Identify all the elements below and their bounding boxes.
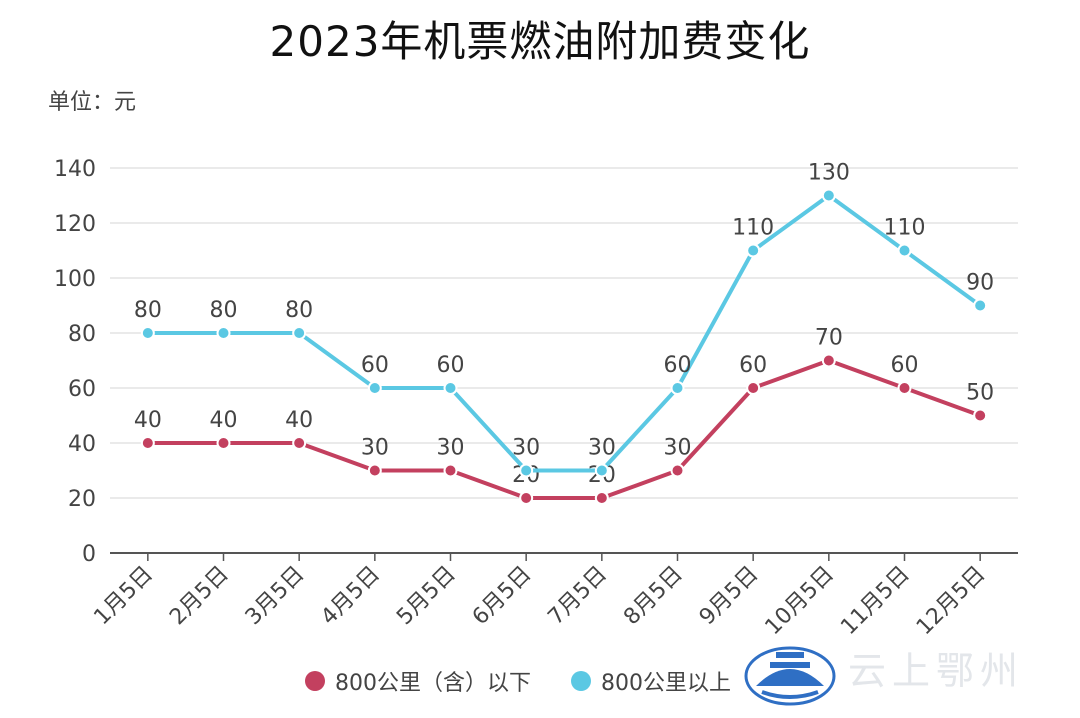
data-point-series-1 [443,463,458,478]
x-tick-label: 6月5日 [468,562,537,631]
data-point-series-2 [821,188,836,203]
data-label-series-1: 50 [966,381,994,406]
data-point-series-2 [443,381,458,395]
data-label-series-1: 30 [361,436,389,461]
data-label-series-2: 80 [134,298,162,323]
x-tick-label: 8月5日 [619,562,688,631]
y-tick-label: 100 [54,267,96,292]
series-line-2 [145,193,983,473]
data-point-series-1 [973,408,988,423]
data-label-series-2: 30 [588,436,616,461]
watermark-logo-icon [744,646,836,706]
data-point-series-1 [594,491,609,505]
data-label-series-2: 60 [361,353,389,378]
data-point-series-1 [519,491,534,505]
x-tick-label: 4月5日 [316,562,385,631]
data-label-series-1: 40 [134,408,162,433]
data-point-series-1 [367,463,382,478]
data-point-series-1 [670,463,685,478]
legend-label: 800公里（含）以下 [335,671,531,696]
data-label-series-2: 30 [512,436,540,461]
y-tick-label: 40 [68,432,96,457]
data-point-series-2 [746,243,761,258]
x-tick-label: 9月5日 [695,562,764,631]
data-label-series-1: 40 [285,408,313,433]
x-tick-label: 1月5日 [89,562,158,631]
chart-title: 2023年机票燃油附加费变化 [269,17,811,66]
data-label-series-2: 110 [884,216,926,241]
data-point-series-1 [216,436,231,450]
legend-item-series-2[interactable]: 800公里以上 [571,665,731,697]
data-label-series-2: 80 [210,298,238,323]
y-tick-label: 60 [68,377,96,402]
x-tick-label: 10月5日 [761,562,839,640]
data-label-series-2: 80 [285,298,313,323]
legend-label: 800公里以上 [601,671,731,696]
data-point-series-1 [821,353,836,368]
x-tick-label: 5月5日 [392,562,461,631]
data-label-series-1: 60 [739,353,767,378]
data-point-series-2 [140,326,155,340]
data-point-series-2 [519,463,534,478]
data-point-series-2 [292,326,307,340]
legend-marker-icon [305,671,325,691]
unit-label: 单位：元 [48,90,137,115]
watermark-text: 云上鄂州 [848,649,1025,693]
data-point-series-2 [670,381,685,395]
data-label-series-1: 40 [210,408,238,433]
y-tick-label: 80 [68,322,96,347]
data-point-series-2 [897,243,912,258]
data-point-series-1 [897,381,912,395]
data-point-series-1 [140,436,155,450]
x-tick-label: 2月5日 [165,562,234,631]
series-line-1 [145,358,983,500]
data-label-series-2: 60 [664,353,692,378]
data-label-series-2: 130 [808,161,850,186]
x-tick-label: 11月5日 [836,562,914,640]
data-point-series-1 [292,436,307,450]
data-label-series-1: 30 [437,436,465,461]
y-tick-label: 20 [68,487,96,512]
data-label-series-1: 60 [891,353,919,378]
data-point-series-1 [746,381,761,395]
data-label-series-2: 110 [732,216,774,241]
y-tick-label: 140 [54,157,96,182]
data-point-series-2 [216,326,231,340]
y-tick-label: 120 [54,212,96,237]
data-point-series-2 [594,463,609,478]
x-tick-label: 12月5日 [912,562,990,640]
data-point-series-2 [973,298,988,313]
x-tick-label: 3月5日 [241,562,310,631]
data-point-series-2 [367,381,382,395]
legend: 800公里（含）以下 800公里以上 [305,665,771,697]
data-label-series-2: 60 [437,353,465,378]
data-label-series-1: 70 [815,326,843,351]
data-label-series-2: 90 [966,271,994,296]
legend-marker-icon [571,671,591,691]
data-label-series-1: 30 [664,436,692,461]
legend-item-series-1[interactable]: 800公里（含）以下 [305,665,531,697]
x-tick-label: 7月5日 [543,562,612,631]
y-tick-label: 0 [82,542,96,567]
